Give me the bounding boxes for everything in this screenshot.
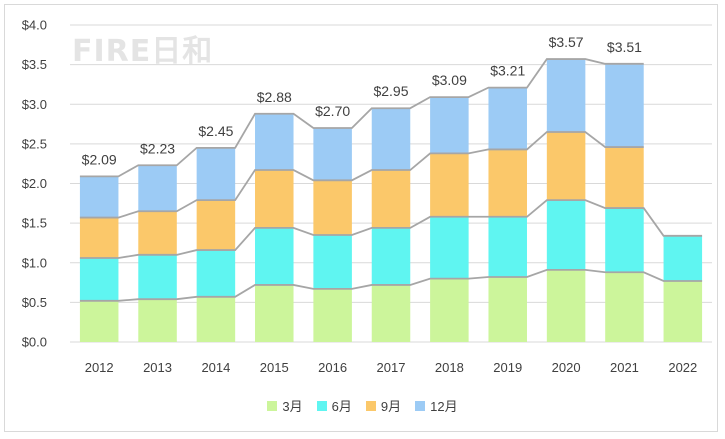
y-tick-label: $0.0 bbox=[22, 335, 47, 350]
series-line bbox=[79, 58, 644, 178]
bar-segment bbox=[196, 200, 236, 251]
chart-legend: 3月 6月 9月 12月 bbox=[0, 396, 725, 415]
legend-entry: 12月 bbox=[415, 396, 458, 415]
bar-segment bbox=[79, 176, 119, 218]
bar-segment bbox=[79, 257, 119, 301]
series-line bbox=[79, 268, 703, 302]
total-label: $3.57 bbox=[549, 34, 584, 50]
bar-segment bbox=[313, 180, 352, 236]
legend-swatch bbox=[316, 400, 327, 411]
y-tick-label: $3.5 bbox=[22, 57, 47, 72]
bar-segment bbox=[488, 149, 527, 217]
bar-segment bbox=[546, 269, 586, 342]
bar-segment bbox=[546, 200, 586, 270]
bar-segment bbox=[196, 147, 236, 201]
bar-segment bbox=[371, 108, 411, 171]
bar-segment bbox=[546, 131, 586, 201]
x-tick-label: 2019 bbox=[493, 360, 522, 375]
x-tick-label: 2012 bbox=[85, 360, 114, 375]
total-label: $2.70 bbox=[315, 103, 350, 119]
bar-segment bbox=[138, 299, 177, 342]
x-tick-label: 2018 bbox=[435, 360, 464, 375]
bar-segment bbox=[663, 280, 703, 342]
bar-segment bbox=[138, 165, 177, 212]
x-tick-label: 2021 bbox=[610, 360, 639, 375]
bar-segment bbox=[255, 284, 294, 342]
bar-segment bbox=[605, 208, 644, 273]
bar-segment bbox=[255, 170, 294, 228]
bar-segment bbox=[605, 147, 644, 209]
y-tick-label: $1.5 bbox=[22, 216, 47, 231]
total-label: $2.95 bbox=[373, 83, 408, 99]
bar-segment bbox=[605, 63, 644, 148]
bar-segment bbox=[430, 278, 469, 342]
bar-segment bbox=[255, 113, 294, 171]
bar-segment bbox=[196, 250, 236, 297]
bar-segment bbox=[255, 227, 294, 285]
legend-entry: 9月 bbox=[365, 396, 402, 415]
y-tick-label: $4.0 bbox=[22, 18, 47, 33]
bar-segment bbox=[196, 296, 236, 342]
y-tick-label: $0.5 bbox=[22, 295, 47, 310]
x-tick-label: 2014 bbox=[201, 360, 230, 375]
total-label: $2.09 bbox=[82, 151, 117, 167]
total-label: $2.88 bbox=[257, 89, 292, 105]
legend-label: 9月 bbox=[380, 399, 402, 414]
bar-segment bbox=[430, 97, 469, 154]
x-tick-label: 2013 bbox=[143, 360, 172, 375]
bar-segment bbox=[488, 216, 527, 278]
chart-frame bbox=[4, 4, 718, 432]
total-label: $2.23 bbox=[140, 140, 175, 156]
bar-segment bbox=[430, 153, 469, 217]
bar-segment bbox=[79, 300, 119, 342]
bar-segment bbox=[371, 227, 411, 285]
series-line bbox=[79, 199, 703, 259]
legend-swatch bbox=[365, 400, 376, 411]
legend-label: 12月 bbox=[430, 399, 458, 414]
total-label: $3.09 bbox=[432, 72, 467, 88]
bar-segment bbox=[313, 128, 352, 181]
x-tick-label: 2022 bbox=[668, 360, 697, 375]
y-tick-label: $2.0 bbox=[22, 176, 47, 191]
series-line bbox=[79, 131, 644, 219]
x-tick-label: 2017 bbox=[377, 360, 406, 375]
x-tick-label: 2020 bbox=[552, 360, 581, 375]
total-label: $2.45 bbox=[198, 123, 233, 139]
legend-label: 3月 bbox=[282, 399, 303, 414]
bar-segment bbox=[488, 277, 527, 342]
total-label: $3.21 bbox=[490, 63, 525, 79]
bar-segment bbox=[546, 59, 586, 132]
y-tick-label: $1.0 bbox=[22, 255, 47, 270]
bar-segment bbox=[371, 284, 411, 342]
bar-segment bbox=[430, 216, 469, 279]
y-tick-label: $3.0 bbox=[22, 97, 47, 112]
legend-label: 6月 bbox=[331, 399, 352, 414]
legend-swatch bbox=[415, 400, 426, 411]
x-tick-label: 2016 bbox=[318, 360, 347, 375]
legend-entry: 6月 bbox=[316, 396, 352, 415]
x-tick-label: 2015 bbox=[260, 360, 289, 375]
bar-segment bbox=[371, 170, 411, 228]
bar-segment bbox=[605, 272, 644, 342]
y-tick-label: $2.5 bbox=[22, 136, 47, 151]
legend-entry: 3月 bbox=[267, 396, 303, 415]
bar-segment bbox=[313, 235, 352, 289]
bar-segment bbox=[313, 288, 352, 342]
total-label: $3.51 bbox=[607, 39, 642, 55]
legend-swatch bbox=[267, 400, 278, 411]
bar-segment bbox=[79, 217, 119, 258]
bar-segment bbox=[488, 87, 527, 150]
bar-segment bbox=[138, 211, 177, 255]
bar-segment bbox=[138, 254, 177, 300]
bar-segment bbox=[663, 235, 703, 281]
